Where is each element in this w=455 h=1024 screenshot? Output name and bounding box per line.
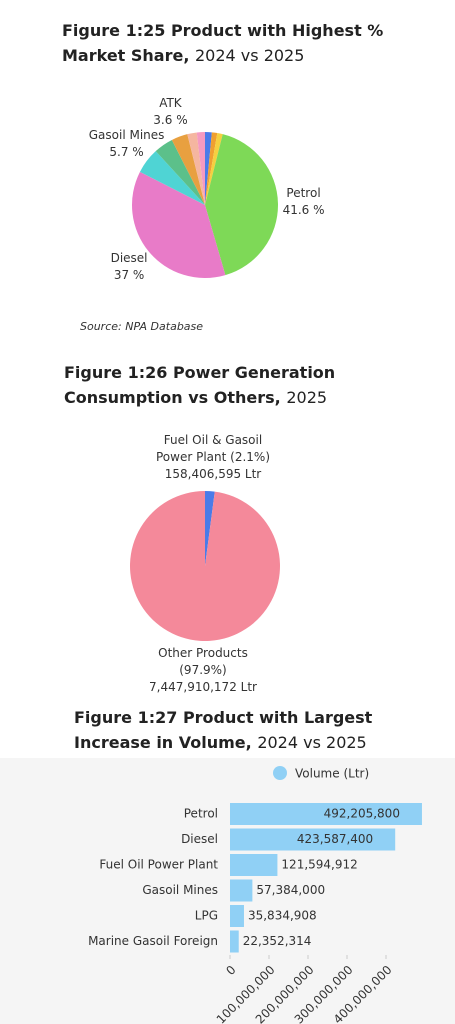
bar [230, 803, 422, 825]
chart-title: Figure 1:26 Power Generation Consumption… [64, 360, 424, 410]
pie-slice [205, 491, 215, 566]
chart-background [0, 758, 455, 1024]
slice-label: ATK 3.6 % [110, 95, 230, 129]
pie-slice [205, 133, 223, 205]
slice-value: 7,447,910,172 Ltr [149, 680, 257, 694]
legend-label: Volume (Ltr) [295, 767, 369, 781]
slice-value: 37 % [113, 267, 145, 282]
slice-label: Other Products (97.9%) 7,447,910,172 Ltr [123, 645, 283, 696]
category-label: Petrol [184, 807, 218, 821]
value-label: 22,352,314 [243, 934, 312, 948]
slice-value: 3.6 % [153, 112, 188, 127]
title-main: Figure 1:26 Power Generation Consumption… [64, 363, 336, 407]
value-label: 57,384,000 [256, 883, 325, 897]
slice-category: ATK [159, 95, 182, 110]
slice-category: Fuel Oil & Gasoil Power Plant (2.1%) [156, 433, 270, 464]
slice-label: Petrol 41.6 % [244, 185, 364, 219]
slice-label: Fuel Oil & Gasoil Power Plant (2.1%) 158,… [133, 432, 293, 483]
slice-category: Other Products (97.9%) [158, 646, 248, 677]
legend-marker [273, 766, 287, 780]
category-label: LPG [195, 909, 218, 923]
title-sub: 2025 [286, 388, 328, 407]
value-label: 492,205,800 [324, 807, 400, 821]
pie-slice [155, 139, 205, 205]
category-label: Diesel [181, 832, 218, 846]
title-sub: 2024 vs 2025 [195, 46, 305, 65]
title-main: Figure 1:25 Product with Highest % Marke… [62, 21, 384, 65]
slice-category: Gasoil Mines [88, 128, 165, 143]
value-label: 35,834,908 [248, 909, 317, 923]
bar [230, 854, 278, 876]
slice-value: 158,406,595 Ltr [164, 467, 262, 481]
slice-value: 41.6 % [282, 203, 325, 218]
pie-slice [171, 134, 205, 205]
slice-category: Diesel [110, 250, 148, 265]
chart-title: Figure 1:25 Product with Highest % Marke… [62, 18, 422, 68]
pie-slice [205, 132, 212, 205]
pie-slice [196, 132, 205, 205]
title-main: Figure 1:27 Product with Largest Increas… [74, 708, 373, 752]
pie-slice [187, 132, 205, 205]
category-label: Marine Gasoil Foreign [88, 934, 218, 948]
value-label: 423,587,400 [297, 832, 373, 846]
value-label: 121,594,912 [281, 858, 357, 872]
bar [230, 930, 239, 953]
title-sub: 2024 vs 2025 [257, 733, 367, 752]
category-label: Gasoil Mines [142, 883, 218, 897]
slice-value: 5.7 % [109, 145, 144, 160]
pie-slice [205, 132, 218, 205]
pie-slice [129, 491, 280, 642]
chart-title: Figure 1:27 Product with Largest Increas… [74, 705, 434, 755]
slice-label: Diesel 37 % [69, 250, 189, 284]
bar [230, 879, 253, 902]
bar [230, 905, 244, 927]
pie-slice [205, 134, 279, 276]
pie-slice [139, 151, 205, 205]
bar [230, 828, 396, 851]
slice-label: Gasoil Mines 5.7 % [67, 127, 187, 161]
pie-slice [132, 171, 226, 278]
slice-category: Petrol [286, 186, 321, 201]
source: Source: NPA Database [80, 320, 204, 333]
category-label: Fuel Oil Power Plant [99, 858, 218, 872]
